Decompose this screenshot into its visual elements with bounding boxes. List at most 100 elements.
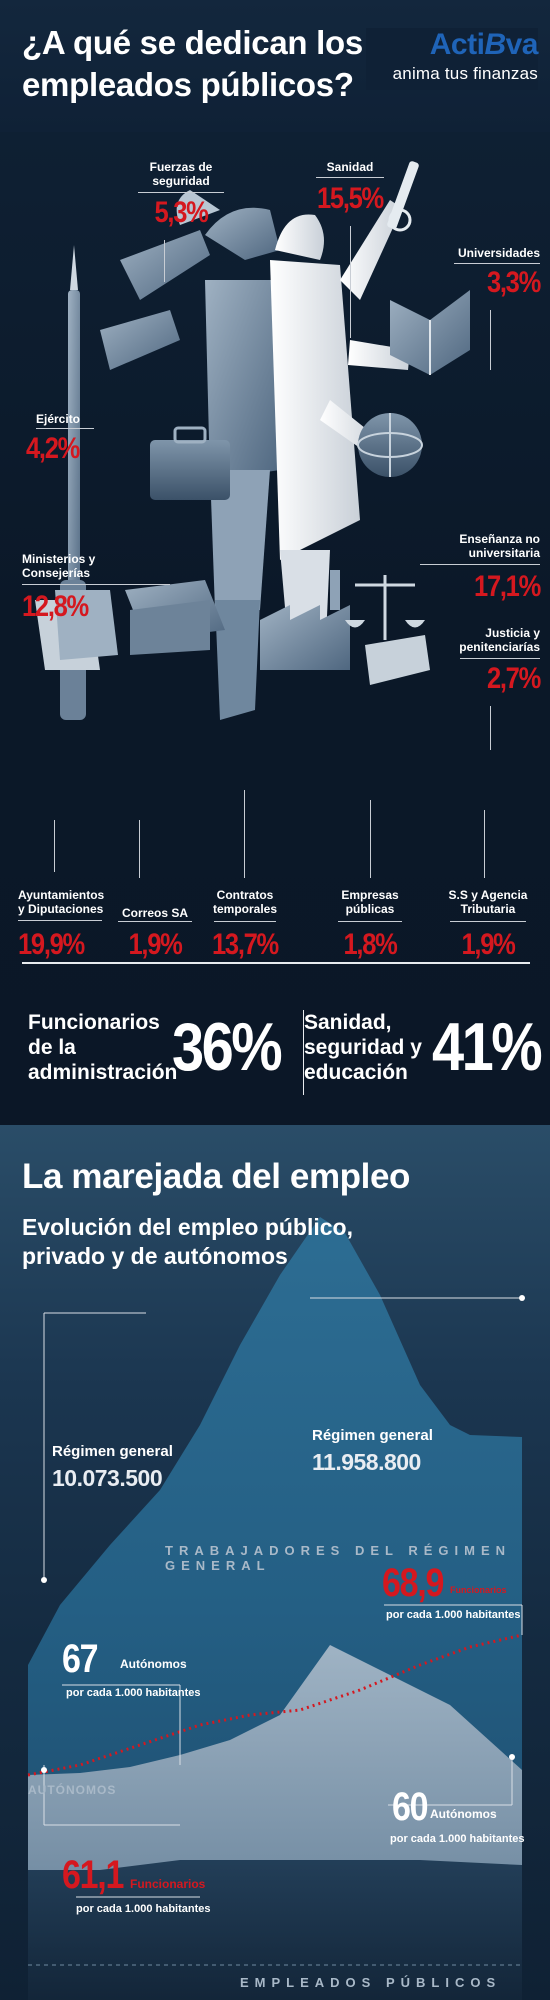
section-employees-distribution: ¿A qué se dedican los empleados públicos… [0, 0, 550, 1125]
section-employment-evolution: La marejada del empleo Evolución del emp… [0, 1125, 550, 2000]
summary-divider-line [22, 962, 530, 964]
book-icon [390, 290, 470, 375]
category-label-line: Justicia y [485, 626, 540, 640]
category-label: Sanidad [326, 160, 374, 174]
category-label: Contratos temporales [205, 888, 285, 916]
category-label: S.S y Agencia Tributaria [440, 888, 536, 916]
scales-of-justice-icon [345, 575, 425, 640]
leader-line [244, 790, 245, 878]
brand-name-part-1: Acti [429, 28, 485, 61]
brand-name-part-2: B [484, 28, 506, 61]
category-value: 19,9% [18, 928, 85, 961]
section-subtitle-line: Evolución del empleo público, [22, 1214, 353, 1240]
police-figure [100, 190, 280, 720]
category-value: 12,8% [22, 590, 89, 623]
category-label-line: públicas [345, 902, 395, 916]
summary-right-label: Sanidad, seguridad y educación [304, 1010, 434, 1085]
brand-logo[interactable]: ActiBva anima tus finanzas [366, 28, 539, 90]
mailbox-icon [125, 580, 225, 655]
aut-left-value: 67 [62, 1637, 99, 1681]
category-value: 1,9% [128, 928, 182, 961]
divider [450, 921, 526, 922]
factory-icon [260, 570, 350, 670]
brand-tagline: anima tus finanzas [392, 64, 538, 83]
band-label-general: TRABAJADORES DEL RÉGIMEN GENERAL [165, 1543, 512, 1573]
page-title: ¿A qué se dedican los empleados públicos… [22, 22, 372, 106]
employment-area-illustration [27, 1217, 525, 2000]
section-subtitle-line: privado y de autónomos [22, 1243, 288, 1269]
summary-left-label: Funcionarios de la administración [28, 1010, 188, 1085]
category-label: Ejército [36, 412, 81, 426]
divider [36, 428, 94, 429]
tax-folder-icon [365, 635, 430, 685]
per1000-label: por cada 1.000 habitantes [66, 1687, 201, 1699]
rg-left-value: 10.073.500 [52, 1465, 163, 1491]
func-left-word: Funcionarios [130, 1877, 206, 1891]
leader-line [490, 310, 491, 370]
category-label: Enseñanza no universitaria [430, 532, 540, 560]
category-label: Universidades [457, 246, 540, 260]
category-label: Correos SA [121, 906, 189, 920]
summary-left-label-line: administración [28, 1061, 178, 1084]
divider [214, 921, 276, 922]
summary-divider [303, 1010, 304, 1095]
category-label: Ministerios y Consejerías [22, 552, 122, 580]
leader-line [370, 800, 371, 878]
doctor-figure [270, 200, 410, 665]
category-label-line: Consejerías [22, 566, 91, 580]
syringe-icon [387, 161, 419, 232]
summary-left-label-line: de la [28, 1036, 76, 1059]
summary-right-label-line: seguridad y [304, 1036, 422, 1059]
category-value: 1,8% [343, 928, 397, 961]
leader-line [490, 706, 491, 750]
section-subtitle: Evolución del empleo público, privado y … [22, 1213, 422, 1271]
divider [420, 564, 540, 565]
summary-right-label-line: Sanidad, [304, 1011, 392, 1034]
divider [118, 921, 192, 922]
func-right-word: Funcionarios [450, 1585, 507, 1595]
header: ¿A qué se dedican los empleados públicos… [0, 0, 550, 132]
funcionarios-trend-line [27, 1633, 523, 1777]
per1000-label: por cada 1.000 habitantes [386, 1609, 521, 1621]
category-label: Fuerzas de seguridad [136, 160, 226, 188]
category-label: Justicia y penitenciarías [430, 626, 540, 654]
documents-icon [35, 590, 118, 670]
divider [22, 584, 170, 585]
page-title-line-2: empleados públicos? [22, 66, 354, 103]
divider [338, 921, 402, 922]
category-value: 3,3% [486, 266, 541, 299]
category-label-line: Enseñanza no [459, 532, 540, 546]
divider [454, 263, 540, 264]
category-value: 15,5% [317, 182, 384, 215]
summary-left-value: 36% [172, 1009, 283, 1085]
func-left-value: 61,1 [62, 1853, 124, 1897]
category-label-line: seguridad [152, 174, 210, 188]
category-label-line: Ayuntamientos [18, 888, 105, 902]
category-value: 1,9% [461, 928, 515, 961]
summary-left-label-line: Funcionarios [28, 1011, 160, 1034]
category-label-line: temporales [212, 902, 278, 916]
category-value: 5,3% [154, 196, 208, 229]
category-label-line: penitenciarías [459, 640, 540, 654]
summary-right-label-line: educación [304, 1061, 408, 1084]
leader-line [164, 240, 165, 282]
leader-line [350, 226, 351, 338]
aut-left-word: Autónomos [120, 1657, 187, 1671]
category-value: 13,7% [212, 928, 279, 961]
category-label-line: universitaria [468, 546, 540, 560]
band-label-public: EMPLEADOS PÚBLICOS [240, 1975, 502, 1990]
category-value: 4,2% [26, 432, 80, 465]
category-label-line: Fuerzas de [149, 160, 213, 174]
category-label-line: Tributaria [460, 902, 516, 916]
divider [138, 192, 224, 193]
brand-name: ActiBva [366, 28, 539, 62]
rg-right-value: 11.958.800 [312, 1449, 421, 1475]
category-value: 2,7% [486, 662, 541, 695]
per1000-label: por cada 1.000 habitantes [390, 1833, 525, 1845]
leader-line [54, 820, 55, 872]
divider [316, 177, 384, 178]
rg-right-label: Régimen general [312, 1427, 433, 1444]
page-title-line-1: ¿A qué se dedican los [22, 24, 363, 61]
category-value: 17,1% [474, 570, 541, 603]
summary-right-value: 41% [432, 1009, 543, 1085]
